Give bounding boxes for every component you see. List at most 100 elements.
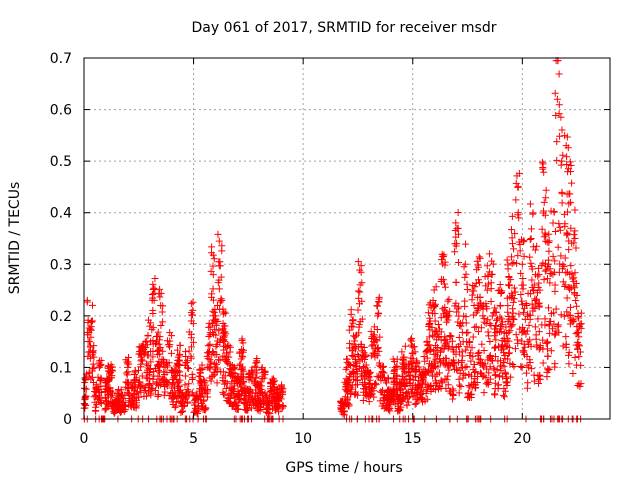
data-point xyxy=(542,194,550,202)
data-point xyxy=(277,382,285,390)
data-point xyxy=(564,351,572,359)
data-point xyxy=(557,311,565,319)
data-point xyxy=(177,397,185,405)
data-point xyxy=(430,286,438,294)
data-point xyxy=(217,273,225,281)
data-point xyxy=(192,404,200,412)
data-point xyxy=(237,383,245,391)
data-point xyxy=(573,302,581,310)
data-point xyxy=(492,336,500,344)
data-point xyxy=(440,251,448,259)
y-tick-label: 0.6 xyxy=(50,103,72,119)
data-point xyxy=(547,270,555,278)
data-point xyxy=(517,362,525,370)
data-point xyxy=(490,309,498,317)
data-point xyxy=(156,343,164,351)
data-point xyxy=(439,260,447,268)
data-point xyxy=(188,343,196,351)
data-point xyxy=(544,352,552,360)
data-point xyxy=(105,376,113,384)
data-point xyxy=(379,363,387,371)
data-point xyxy=(248,395,256,403)
data-point xyxy=(503,294,511,302)
data-point xyxy=(559,278,567,286)
data-point xyxy=(499,391,507,399)
data-point xyxy=(94,385,102,393)
data-point xyxy=(571,206,579,214)
data-point xyxy=(403,401,411,409)
data-point xyxy=(557,161,565,169)
data-point xyxy=(476,254,484,262)
x-tick-label: 20 xyxy=(513,431,531,447)
data-point xyxy=(455,375,463,383)
data-point xyxy=(456,348,464,356)
data-point xyxy=(351,333,359,341)
data-point xyxy=(528,276,536,284)
data-point xyxy=(253,392,261,400)
y-tick-label: 0.4 xyxy=(50,206,72,222)
data-point xyxy=(95,394,103,402)
data-point xyxy=(524,310,532,318)
chart-title: Day 061 of 2017, SRMTID for receiver msd… xyxy=(192,20,497,36)
data-point xyxy=(367,328,375,336)
data-point xyxy=(271,406,279,414)
data-point xyxy=(212,343,220,351)
data-point xyxy=(528,365,536,373)
data-point xyxy=(535,328,543,336)
data-point xyxy=(130,370,138,378)
data-point xyxy=(119,391,127,399)
data-point xyxy=(454,318,462,326)
data-point xyxy=(539,336,547,344)
data-point xyxy=(468,287,476,295)
data-point xyxy=(83,298,91,306)
data-point xyxy=(514,183,522,191)
data-point xyxy=(138,356,146,364)
data-point xyxy=(455,343,463,351)
data-point xyxy=(463,329,471,337)
data-point xyxy=(253,358,261,366)
data-point xyxy=(492,329,500,337)
data-point xyxy=(258,389,266,397)
data-point xyxy=(147,385,155,393)
data-point xyxy=(531,246,539,254)
data-point xyxy=(405,398,413,406)
data-point xyxy=(342,375,350,383)
data-point xyxy=(84,352,92,360)
data-point xyxy=(166,337,174,345)
data-point xyxy=(190,391,198,399)
data-point xyxy=(449,360,457,368)
data-point xyxy=(540,168,548,176)
data-point xyxy=(514,252,522,260)
data-point xyxy=(442,311,450,319)
data-point xyxy=(508,234,516,242)
data-point xyxy=(343,355,351,363)
data-point xyxy=(209,296,217,304)
data-point xyxy=(562,269,570,277)
data-point xyxy=(340,411,348,419)
data-point xyxy=(563,308,571,316)
data-point xyxy=(426,314,434,322)
data-point xyxy=(464,328,472,336)
data-point xyxy=(438,344,446,352)
data-point xyxy=(409,385,417,393)
data-point xyxy=(443,318,451,326)
data-point xyxy=(485,379,493,387)
data-point xyxy=(105,370,113,378)
data-point xyxy=(239,348,247,356)
data-point xyxy=(137,357,145,365)
data-point xyxy=(535,303,543,311)
data-point xyxy=(236,361,244,369)
data-point xyxy=(509,360,517,368)
data-point xyxy=(531,297,539,305)
data-point xyxy=(221,322,229,330)
data-point xyxy=(341,393,349,401)
data-point xyxy=(495,342,503,350)
data-point xyxy=(551,257,559,265)
data-point xyxy=(555,101,563,109)
data-point xyxy=(474,263,482,271)
data-point xyxy=(411,400,419,408)
data-point xyxy=(201,406,209,414)
data-point xyxy=(566,320,574,328)
data-point xyxy=(413,357,421,365)
data-point xyxy=(358,279,366,287)
